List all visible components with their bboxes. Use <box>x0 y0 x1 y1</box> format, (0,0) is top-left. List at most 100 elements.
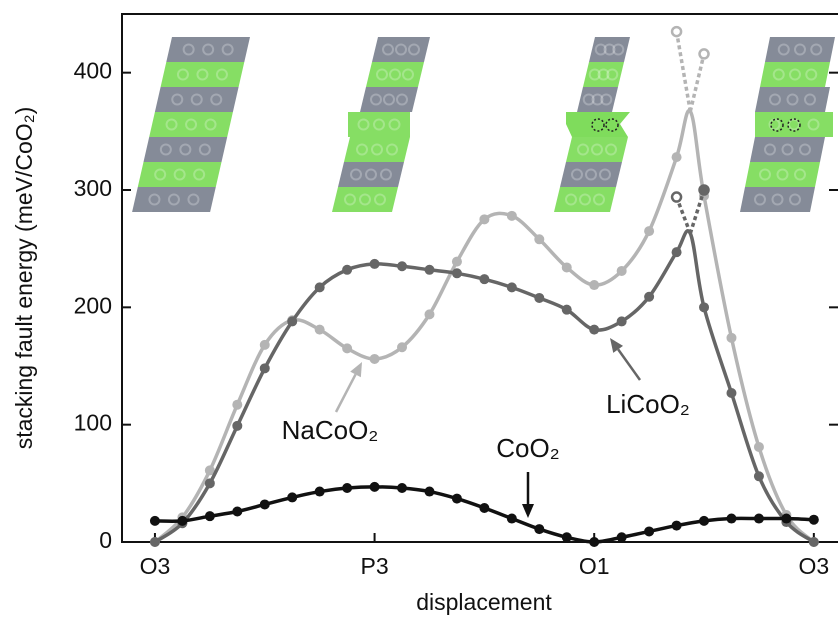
data-point <box>534 293 544 303</box>
x-tick-label: O1 <box>579 553 610 579</box>
layer <box>372 37 430 62</box>
data-point <box>672 521 682 531</box>
arrow-shaft <box>618 349 640 380</box>
data-point <box>809 515 819 525</box>
data-point <box>644 226 654 236</box>
data-point <box>287 316 297 326</box>
data-point <box>424 309 434 319</box>
data-point <box>699 516 709 526</box>
layer <box>560 162 622 187</box>
data-point <box>315 282 325 292</box>
data-point <box>342 343 352 353</box>
series-line <box>155 111 814 542</box>
y-axis-label: stacking fault energy (meV/CoO₂) <box>11 107 37 450</box>
layer <box>366 62 424 87</box>
unstable-branch <box>690 54 704 111</box>
branch-end <box>672 27 681 36</box>
layer <box>344 137 410 162</box>
arrow-head <box>610 338 623 353</box>
data-point <box>699 302 709 312</box>
data-point <box>672 152 682 162</box>
data-point <box>534 234 544 244</box>
data-point <box>424 265 434 275</box>
unstable-branch <box>690 190 704 233</box>
branch-end <box>700 186 709 195</box>
series-line <box>155 487 814 542</box>
x-axis-label: displacement <box>416 589 552 615</box>
x-tick-label: O3 <box>798 553 829 579</box>
data-point <box>424 487 434 497</box>
chart: displacement stacking fault energy (meV/… <box>0 0 838 620</box>
data-point <box>315 325 325 335</box>
layer <box>161 62 245 87</box>
data-point <box>232 400 242 410</box>
data-point <box>342 265 352 275</box>
data-point <box>617 532 627 542</box>
data-point <box>617 316 627 326</box>
data-point <box>397 483 407 493</box>
layer <box>566 112 630 137</box>
layer <box>138 162 222 187</box>
layer <box>755 112 833 137</box>
data-point <box>260 499 270 509</box>
y-tick-label: 100 <box>74 410 112 436</box>
data-point <box>479 274 489 284</box>
layer <box>765 37 835 62</box>
data-point <box>562 305 572 315</box>
unstable-branch <box>677 32 691 112</box>
data-point <box>370 482 380 492</box>
data-point <box>589 280 599 290</box>
layer <box>149 112 233 137</box>
y-tick-label: 0 <box>99 527 112 553</box>
data-point <box>287 492 297 502</box>
data-point <box>260 340 270 350</box>
x-tick-label: O3 <box>140 553 171 579</box>
y-tick-label: 400 <box>74 58 112 84</box>
data-point <box>726 514 736 524</box>
data-point <box>507 514 517 524</box>
data-point <box>232 506 242 516</box>
series-label: LiCoO₂ <box>606 389 690 419</box>
branch-end <box>700 49 709 58</box>
layer <box>755 87 830 112</box>
y-tick-label: 200 <box>74 292 112 318</box>
data-point <box>397 342 407 352</box>
data-point <box>370 354 380 364</box>
data-point <box>562 532 572 542</box>
data-point <box>150 537 160 547</box>
data-point <box>562 262 572 272</box>
x-tick-label: P3 <box>361 553 389 579</box>
data-point <box>452 257 462 267</box>
data-point <box>507 282 517 292</box>
data-point <box>397 261 407 271</box>
data-point <box>726 388 736 398</box>
branch-end <box>672 193 681 202</box>
layer <box>338 162 404 187</box>
unstable-branch <box>677 197 691 233</box>
layer <box>166 37 250 62</box>
data-point <box>644 292 654 302</box>
layer <box>760 62 830 87</box>
data-point <box>452 494 462 504</box>
data-point <box>370 259 380 269</box>
data-point <box>452 268 462 278</box>
data-point <box>315 487 325 497</box>
data-point <box>260 363 270 373</box>
data-point <box>507 211 517 221</box>
data-point <box>672 247 682 257</box>
data-point <box>781 514 791 524</box>
data-point <box>205 478 215 488</box>
layer <box>155 87 239 112</box>
data-point <box>479 503 489 513</box>
data-point <box>754 442 764 452</box>
data-point <box>589 325 599 335</box>
layer <box>750 137 825 162</box>
layer <box>132 187 216 212</box>
data-point <box>754 471 764 481</box>
layer <box>144 137 228 162</box>
data-point <box>150 516 160 526</box>
data-point <box>534 524 544 534</box>
arrow-shaft <box>336 374 356 412</box>
layer <box>360 87 418 112</box>
data-point <box>754 514 764 524</box>
